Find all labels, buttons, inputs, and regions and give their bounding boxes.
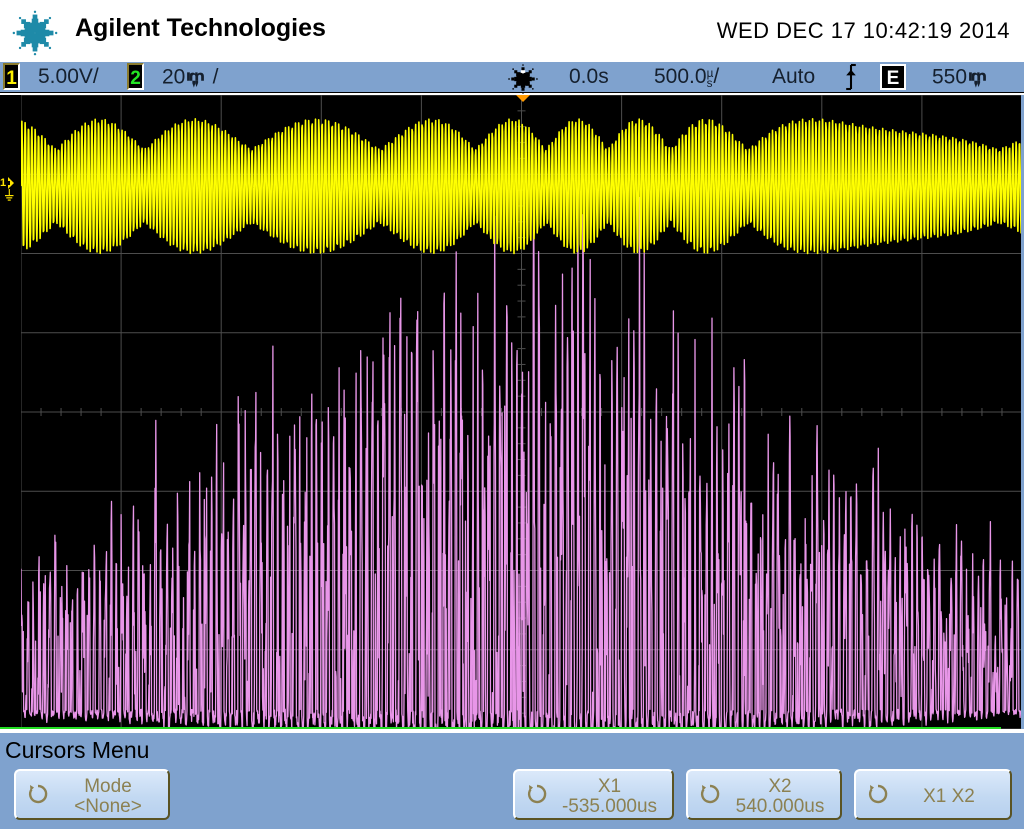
svg-text:1: 1 bbox=[0, 177, 6, 189]
